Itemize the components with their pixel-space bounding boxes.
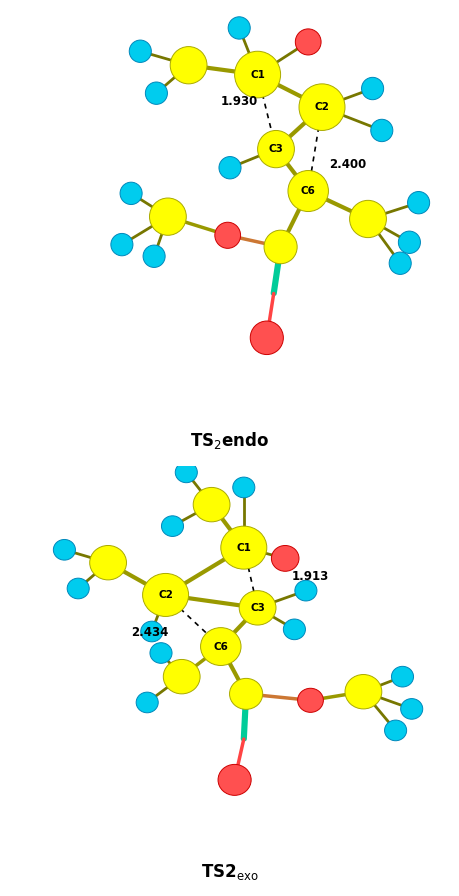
Text: C3: C3: [250, 603, 264, 613]
Text: C6: C6: [300, 186, 315, 196]
Circle shape: [391, 667, 413, 687]
Circle shape: [53, 539, 75, 560]
Circle shape: [232, 477, 254, 498]
Circle shape: [150, 642, 172, 663]
Circle shape: [295, 29, 320, 55]
Circle shape: [170, 47, 207, 84]
Text: TS$_2$endo: TS$_2$endo: [190, 430, 269, 451]
Circle shape: [344, 675, 381, 709]
Text: C1: C1: [236, 543, 251, 553]
Circle shape: [143, 246, 165, 267]
Text: C6: C6: [213, 642, 228, 651]
Circle shape: [388, 252, 410, 274]
Circle shape: [407, 192, 429, 214]
Text: 1.913: 1.913: [291, 570, 329, 583]
Text: TS2$_{\mathrm{exo}}$: TS2$_{\mathrm{exo}}$: [201, 862, 258, 883]
Text: 1.930: 1.930: [220, 95, 257, 108]
Circle shape: [271, 546, 298, 572]
Circle shape: [140, 621, 162, 642]
Circle shape: [297, 688, 323, 712]
Circle shape: [149, 198, 186, 236]
Text: C2: C2: [158, 590, 173, 600]
Text: C1: C1: [250, 70, 264, 80]
Circle shape: [200, 627, 241, 666]
Text: C2: C2: [314, 102, 329, 112]
Circle shape: [193, 487, 230, 521]
Circle shape: [283, 619, 305, 640]
Circle shape: [136, 692, 158, 713]
Circle shape: [111, 234, 133, 255]
Circle shape: [90, 546, 126, 580]
Circle shape: [67, 578, 89, 599]
Circle shape: [228, 17, 250, 39]
Text: 2.434: 2.434: [131, 625, 168, 639]
Circle shape: [229, 678, 262, 710]
Circle shape: [250, 321, 283, 355]
Circle shape: [287, 170, 328, 211]
Circle shape: [257, 131, 294, 168]
Circle shape: [220, 526, 266, 569]
Circle shape: [142, 573, 188, 616]
Circle shape: [234, 51, 280, 98]
Circle shape: [218, 157, 241, 179]
Circle shape: [349, 201, 386, 237]
Circle shape: [294, 581, 316, 601]
Circle shape: [370, 119, 392, 142]
Circle shape: [361, 77, 383, 99]
Circle shape: [161, 516, 183, 537]
Circle shape: [214, 222, 240, 248]
Circle shape: [145, 82, 167, 104]
Circle shape: [175, 462, 197, 483]
Text: 2.400: 2.400: [328, 158, 365, 171]
Text: C3: C3: [268, 144, 283, 154]
Circle shape: [129, 40, 151, 63]
Circle shape: [120, 182, 142, 204]
Circle shape: [218, 764, 251, 796]
Circle shape: [298, 84, 344, 131]
Circle shape: [397, 231, 420, 254]
Circle shape: [163, 659, 200, 694]
Circle shape: [384, 720, 406, 741]
Circle shape: [400, 699, 422, 719]
Circle shape: [239, 590, 275, 625]
Circle shape: [263, 230, 297, 263]
